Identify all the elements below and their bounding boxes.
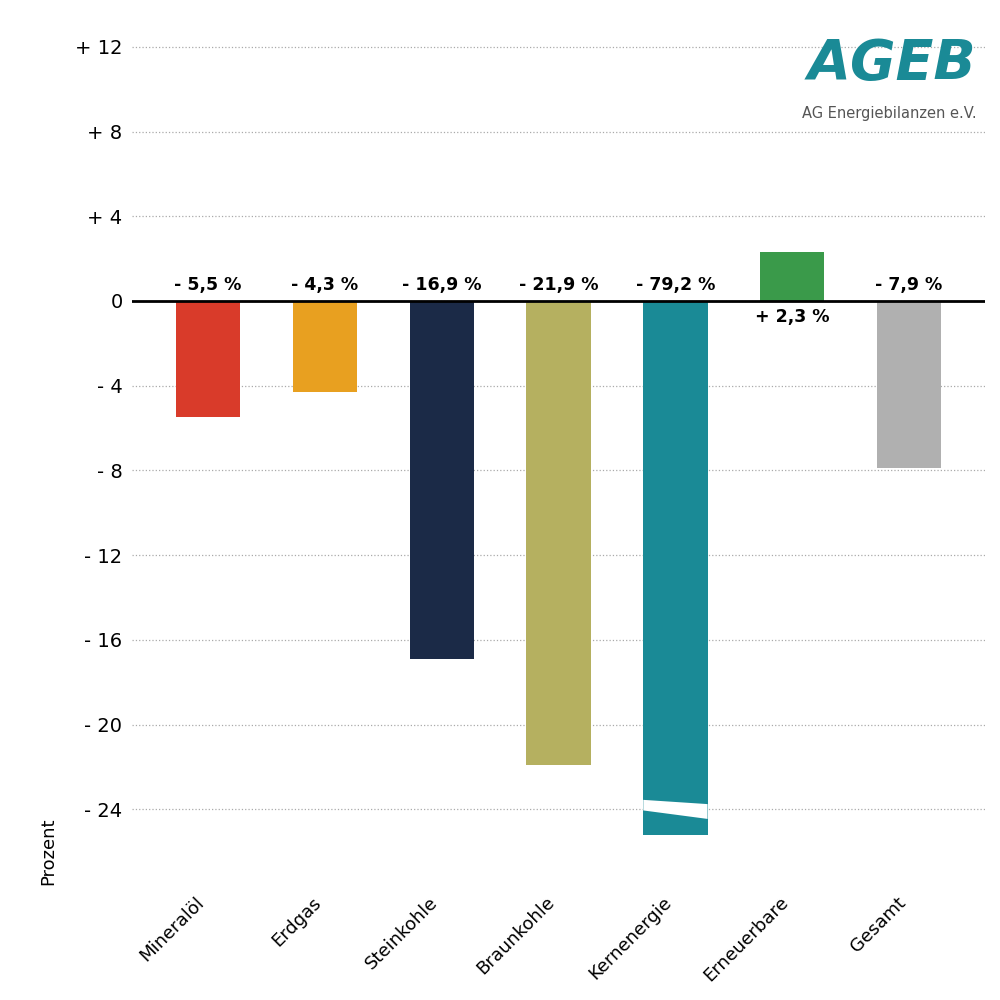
Bar — [760, 252, 824, 301]
Text: - 79,2 %: - 79,2 % — [636, 276, 715, 294]
Text: - 4,3 %: - 4,3 % — [291, 276, 359, 294]
Bar — [877, 301, 941, 468]
Bar — [293, 301, 357, 392]
Text: Prozent: Prozent — [39, 818, 57, 885]
Bar — [526, 301, 591, 765]
Polygon shape — [643, 800, 708, 819]
Bar — [410, 301, 474, 659]
Text: AGEB: AGEB — [808, 37, 976, 91]
Bar — [643, 301, 708, 835]
Text: - 7,9 %: - 7,9 % — [875, 276, 943, 294]
Text: - 21,9 %: - 21,9 % — [519, 276, 598, 294]
Text: + 2,3 %: + 2,3 % — [755, 308, 829, 326]
Text: AG Energiebilanzen e.V.: AG Energiebilanzen e.V. — [802, 106, 976, 121]
Bar — [176, 301, 240, 417]
Text: - 5,5 %: - 5,5 % — [174, 276, 242, 294]
Text: - 16,9 %: - 16,9 % — [402, 276, 482, 294]
